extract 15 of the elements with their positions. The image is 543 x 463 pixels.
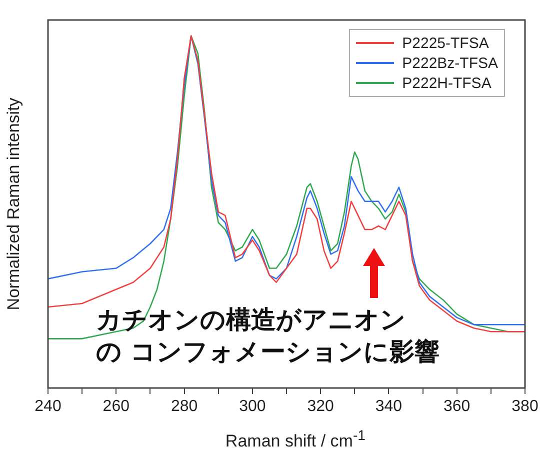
x-tick-label: 300 — [239, 398, 266, 416]
annotation: カチオンの構造がアニオン — [96, 304, 407, 336]
x-axis-title: Raman shift / cm$^{-1}$ — [224, 428, 367, 452]
x-tick-label: 360 — [444, 398, 470, 416]
x-tick-label: 380 — [512, 398, 538, 416]
x-tick-label: 320 — [307, 398, 334, 416]
legend-label: P222H-TFSA — [402, 74, 492, 92]
x-tick-label: 260 — [102, 398, 130, 416]
x-tick-label: 280 — [170, 398, 198, 416]
legend-label: P222Bz-TFSA — [402, 54, 498, 72]
legend-label: P2225-TFSA — [402, 34, 489, 52]
x-tick-label: 340 — [375, 398, 402, 416]
annotation: の コンフォメーションに影響 — [96, 336, 440, 368]
y-axis-title: Normalized Raman intensity — [4, 97, 23, 310]
x-tick-label: 240 — [34, 398, 62, 416]
